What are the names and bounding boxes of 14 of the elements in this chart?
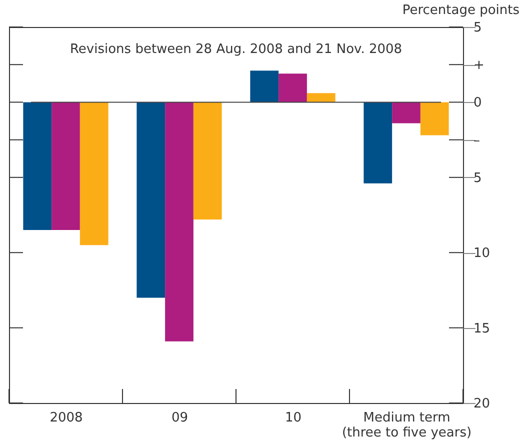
x-tick-label: 09 <box>171 410 188 426</box>
y-tick-label: 15 <box>474 321 490 336</box>
annotation: Revisions between 28 Aug. 2008 and 21 Nov. 2008 <box>70 42 402 57</box>
x-tick-label: 2008 <box>50 410 83 426</box>
y-axis-title: Percentage points <box>402 3 520 18</box>
x-tick-label: 10 <box>284 410 302 426</box>
y-tick-label: 0 <box>474 96 482 111</box>
y-tick-label: + <box>474 58 484 74</box>
y-tick-label: 20 <box>474 396 490 412</box>
y-tick-label: 5 <box>474 20 482 36</box>
y-tick-label: 5 <box>474 170 482 186</box>
y-tick-label: 10 <box>474 246 490 262</box>
x-tick-label: Medium term (three to five years) <box>342 410 472 440</box>
y-tick-label: – <box>474 133 480 148</box>
